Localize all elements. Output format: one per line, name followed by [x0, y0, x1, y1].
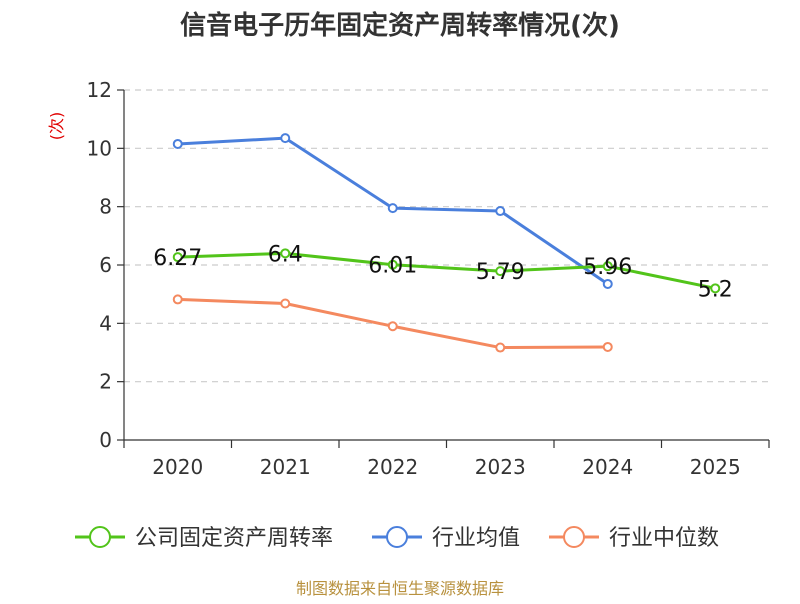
y-tick-label: 4: [99, 311, 112, 335]
y-tick-label: 10: [87, 136, 112, 160]
data-point: [387, 321, 398, 332]
legend-marker: [386, 526, 408, 548]
data-point: [602, 341, 613, 352]
data-point: [280, 298, 291, 309]
data-point: [172, 138, 183, 149]
legend-marker: [89, 526, 111, 548]
legend-item[interactable]: 公司固定资产周转率: [75, 526, 333, 551]
x-tick-label: 2021: [260, 455, 311, 479]
series-lines: [172, 133, 721, 353]
data-point: [602, 278, 613, 289]
data-label: 6.01: [368, 254, 417, 279]
data-point: [387, 203, 398, 214]
legend-marker: [563, 526, 585, 548]
legend-item[interactable]: 行业均值: [372, 526, 520, 551]
data-point: [495, 266, 506, 277]
chart-title: 信音电子历年固定资产周转率情况(次): [180, 10, 620, 41]
data-labels: 6.27 6.4 6.01 5.79 5.96 5.2: [153, 242, 732, 302]
data-point: [495, 342, 506, 353]
data-label: 5.2: [698, 277, 733, 302]
y-tick-label: 12: [87, 78, 112, 102]
data-point: [387, 259, 398, 270]
y-tick-label: 2: [99, 370, 112, 394]
legend-label: 行业均值: [432, 526, 520, 551]
data-label: 5.96: [583, 255, 632, 280]
legend-label: 公司固定资产周转率: [135, 526, 333, 551]
data-point: [710, 283, 721, 294]
data-point: [172, 252, 183, 263]
grid-lines: [124, 89, 769, 383]
data-label: 5.79: [476, 260, 525, 285]
legend: 公司固定资产周转率 行业均值 行业中位数: [75, 526, 719, 551]
source-note: 制图数据来自恒生聚源数据库: [296, 579, 504, 598]
data-point: [280, 133, 291, 144]
y-tick-label: 0: [99, 428, 112, 452]
data-point: [172, 294, 183, 305]
y-tick-label: 6: [99, 253, 112, 277]
x-tick-label: 2024: [582, 455, 633, 479]
legend-item[interactable]: 行业中位数: [549, 526, 719, 551]
data-point: [602, 261, 613, 272]
axes: 0 2 4 6 8 10 12 2020 2021 2022 2023 2024 2025: [87, 78, 770, 479]
y-tick-label: 8: [99, 195, 112, 219]
data-point: [280, 248, 291, 259]
x-tick-label: 2025: [690, 455, 741, 479]
x-tick-label: 2022: [367, 455, 418, 479]
series-line-0: [176, 251, 717, 290]
x-tick-label: 2023: [475, 455, 526, 479]
x-tick-label: 2020: [152, 455, 203, 479]
data-label: 6.27: [153, 246, 202, 271]
legend-label: 行业中位数: [609, 526, 719, 551]
data-label: 6.4: [268, 242, 303, 267]
data-point: [495, 206, 506, 217]
y-axis-unit-label: (次): [47, 112, 66, 141]
